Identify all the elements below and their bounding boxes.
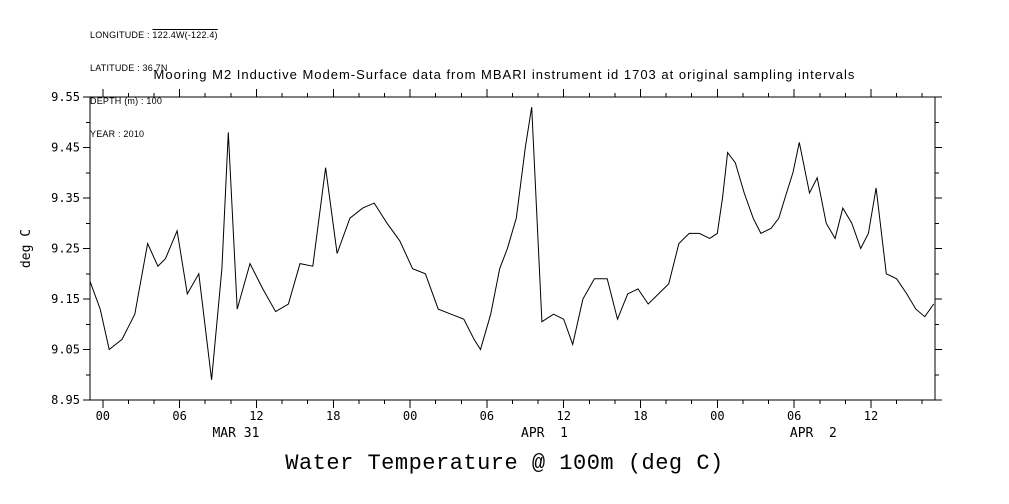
chart-title: Mooring M2 Inductive Modem-Surface data … [153,67,856,82]
x-tick-label: 06 [172,409,186,423]
y-tick-label: 9.15 [51,292,80,306]
metadata-row-depth: DEPTH (m) : 100 [90,96,218,107]
metadata-row-year: YEAR : 2010 [90,129,218,140]
latitude-label: LATITUDE : [90,63,140,73]
year-label: YEAR : [90,129,121,139]
x-tick-label: 00 [96,409,110,423]
x-axis-ticks: 00 06 12 18 00 06 12 18 00 06 12 [96,89,923,423]
temperature-series-line [89,107,935,380]
x-tick-label: 18 [326,409,340,423]
x-axis-main-title: Water Temperature @ 100m (deg C) [285,451,724,476]
metadata-row-longitude: LONGITUDE : 122.4W(-122.4) [90,30,218,41]
y-tick-label: 9.25 [51,242,80,256]
y-tick-label: 9.35 [51,191,80,205]
y-tick-label: 9.55 [51,90,80,104]
station-metadata: LONGITUDE : 122.4W(-122.4) LATITUDE : 36… [90,8,218,162]
x-date-label: MAR 31 [212,426,259,441]
y-tick-label: 9.05 [51,343,80,357]
x-tick-label: 18 [633,409,647,423]
year-value: 2010 [123,129,145,139]
depth-value: 100 [146,96,163,106]
longitude-value: 122.4W(-122.4) [152,30,218,40]
x-tick-label: 12 [864,409,878,423]
metadata-row-latitude: LATITUDE : 36.7N [90,63,218,74]
x-tick-label: 06 [787,409,801,423]
x-tick-label: 12 [556,409,570,423]
x-tick-label: 00 [710,409,724,423]
x-date-label: APR 1 [521,426,568,441]
y-tick-label: 8.95 [51,393,80,407]
x-tick-label: 12 [249,409,263,423]
x-date-labels: MAR 31 APR 1 APR 2 [212,426,836,441]
longitude-label: LONGITUDE : [90,30,150,40]
y-tick-label: 9.45 [51,141,80,155]
latitude-value: 36.7N [142,63,168,73]
x-date-label: APR 2 [790,426,837,441]
depth-label: DEPTH (m) : [90,96,144,106]
x-tick-label: 06 [480,409,494,423]
x-tick-label: 00 [403,409,417,423]
y-axis-ticks: 8.95 9.05 9.15 9.25 9.35 9.45 9.55 [51,90,942,407]
y-axis-label: deg C [19,229,34,268]
